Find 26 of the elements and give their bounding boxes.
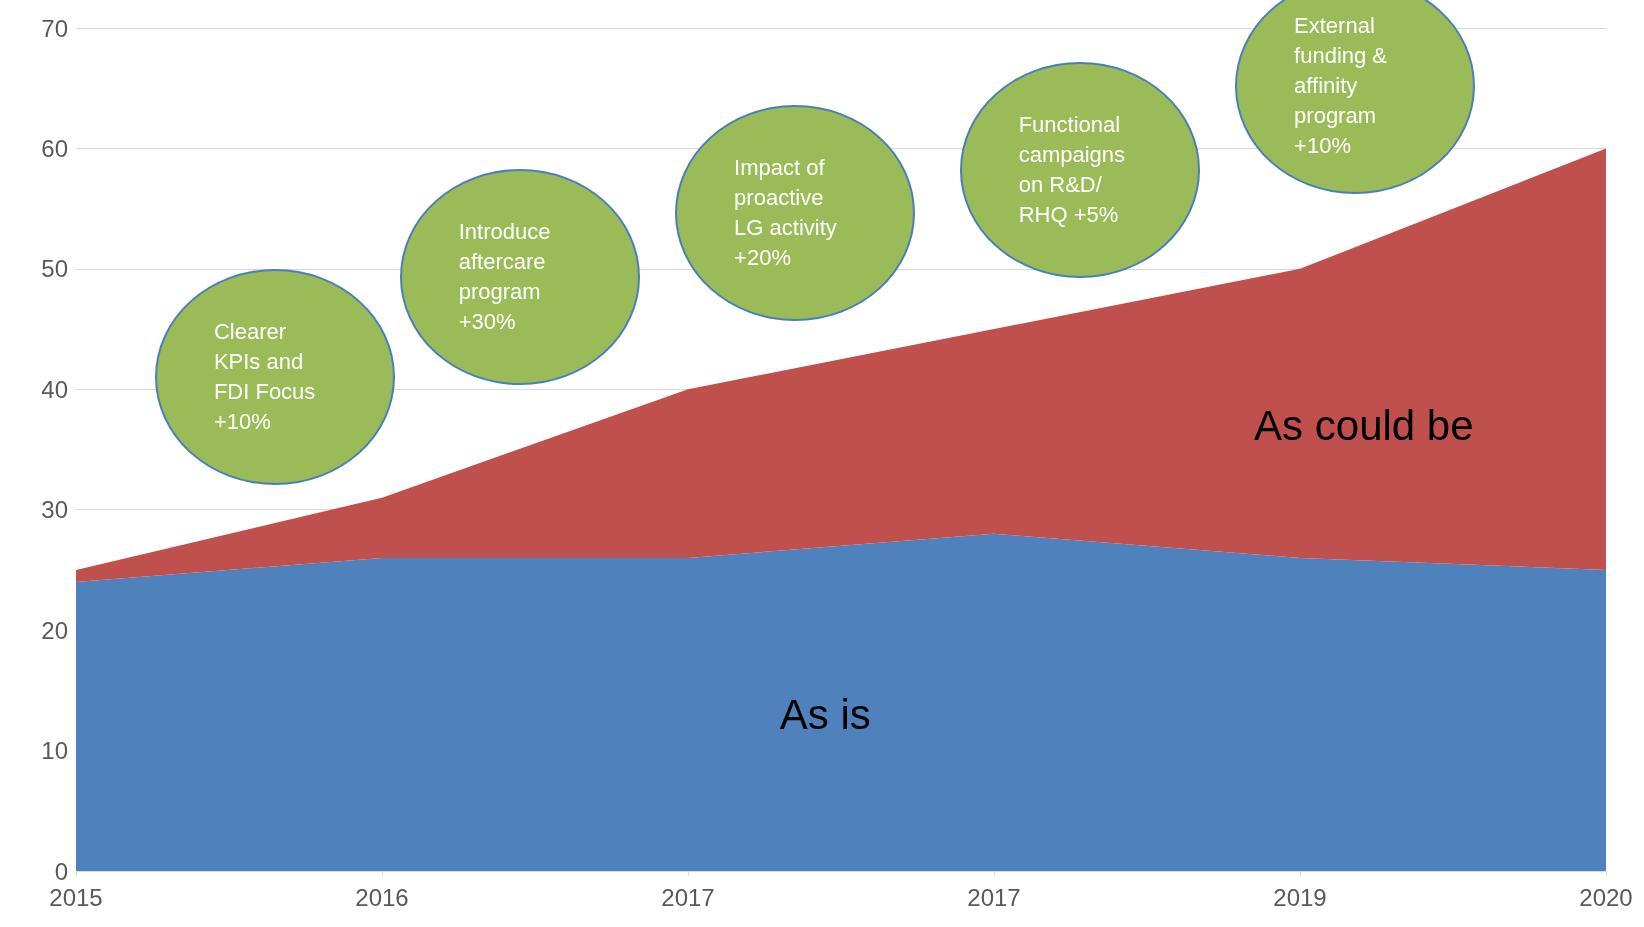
x-tick-label: 2017 (661, 883, 715, 911)
series-label: As is (779, 690, 871, 738)
annotation: Functional campaigns on R&D/ RHQ +5% (1018, 111, 1127, 230)
series-label: As could be (1254, 401, 1474, 449)
annotation: Introduce aftercare program +30% (458, 218, 552, 337)
y-tick-label: 50 (41, 255, 68, 283)
y-tick-label: 0 (54, 857, 68, 885)
y-tick-label: 20 (41, 616, 68, 644)
x-tick-label: 2020 (1579, 883, 1633, 911)
y-tick-label: 10 (41, 737, 68, 765)
annotation: Clearer KPIs and FDI Focus +10% (213, 318, 317, 437)
x-tick-label: 2019 (1273, 883, 1327, 911)
callout-bubble: Functional campaigns on R&D/ RHQ +5% (959, 62, 1200, 279)
x-tick-label: 2015 (49, 883, 103, 911)
callout-bubble: Clearer KPIs and FDI Focus +10% (154, 269, 395, 486)
annotation: External funding & affinity program +10% (1294, 11, 1389, 160)
y-tick-label: 70 (41, 14, 68, 42)
x-tick-label: 2016 (355, 883, 409, 911)
callout-bubble: Introduce aftercare program +30% (399, 169, 640, 386)
y-tick-label: 60 (41, 134, 68, 162)
callout-bubble: External funding & affinity program +10% (1235, 0, 1476, 194)
y-tick-label: 30 (41, 496, 68, 524)
x-tick-label: 2017 (967, 883, 1021, 911)
callout-bubble: Impact of proactive LG activity +20% (675, 105, 916, 322)
annotation: Impact of proactive LG activity +20% (734, 154, 838, 273)
y-tick-label: 40 (41, 375, 68, 403)
